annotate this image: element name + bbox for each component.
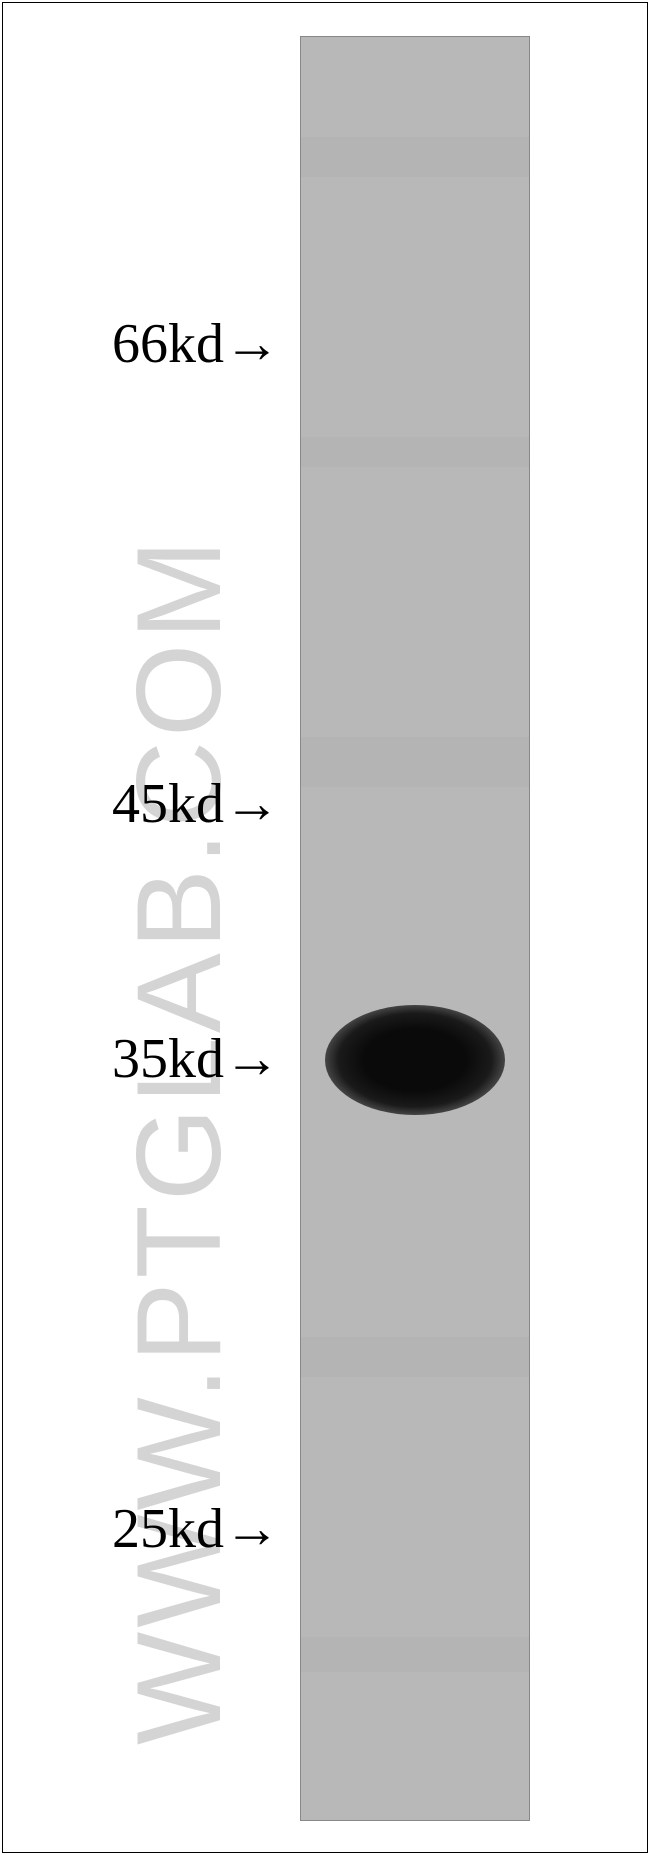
marker-35kd: 35kd→ [112,1027,280,1091]
blot-lane [300,36,530,1821]
marker-66kd: 66kd→ [112,312,280,376]
marker-25kd: 25kd→ [112,1497,280,1561]
marker-45kd: 45kd→ [112,772,280,836]
watermark-text: WWW.PTGLAB.COM [110,536,248,1745]
protein-band-35kd [325,1005,505,1115]
blot-figure: WWW.PTGLAB.COM 66kd→ 45kd→ 35kd→ 25kd→ [0,0,650,1855]
